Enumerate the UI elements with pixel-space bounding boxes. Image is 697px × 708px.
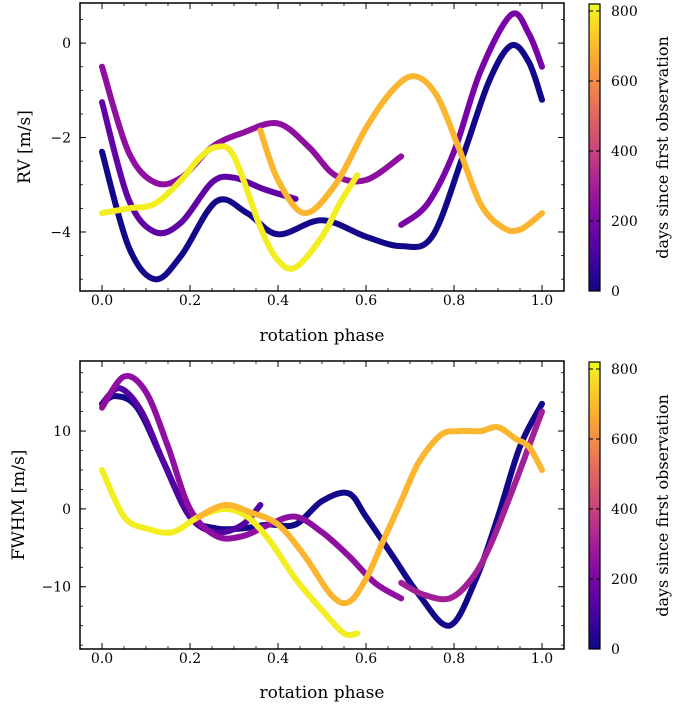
series-line-4 (99, 143, 361, 272)
x-tick-label: 1.0 (531, 651, 553, 667)
x-tick-label: 0.4 (267, 293, 289, 309)
series-line-4 (99, 467, 361, 639)
series-line-0 (99, 41, 545, 283)
series-line-1 (99, 99, 299, 237)
colorbar-tick-label: 0 (611, 284, 620, 300)
y-tick-label: −2 (50, 131, 71, 147)
colorbar (588, 3, 601, 292)
series-line-3 (398, 10, 545, 228)
y-axis-label: FWHM [m/s] (9, 450, 29, 561)
y-axis-label: RV [m/s] (15, 110, 35, 184)
x-tick-label: 0.0 (91, 651, 113, 667)
series-line-2 (99, 63, 405, 188)
x-axis-label: rotation phase (260, 683, 385, 703)
y-tick-label: 10 (53, 424, 71, 440)
colorbar-tick-label: 800 (611, 4, 638, 20)
colorbar-tick-label: 400 (611, 502, 638, 518)
series-group (99, 373, 545, 639)
x-tick-label: 0.8 (443, 651, 465, 667)
x-axis-label: rotation phase (260, 326, 385, 346)
y-tick-label: 0 (62, 36, 71, 52)
x-tick-label: 0.2 (179, 293, 201, 309)
series-line-2 (99, 373, 405, 602)
x-tick-label: 0.6 (355, 293, 377, 309)
colorbar (588, 361, 601, 650)
x-tick-label: 0.0 (91, 293, 113, 309)
panel-rv: 0.0 0.2 0.4 0.6 0.8 1.0 0 −2 −4 rotation phase RV … (15, 2, 672, 346)
colorbar-label: days since first observation (653, 394, 672, 617)
series-line-5 (257, 73, 545, 235)
y-tick-label: 0 (62, 502, 71, 518)
x-tick-label: 0.6 (355, 651, 377, 667)
series-line-3 (398, 408, 545, 603)
y-tick-label: −4 (50, 225, 71, 241)
x-tick-label: 1.0 (531, 293, 553, 309)
x-tick-label: 0.8 (443, 293, 465, 309)
x-tick-label: 0.4 (267, 651, 289, 667)
series-line-1 (99, 385, 264, 536)
colorbar-tick-label: 200 (611, 572, 638, 588)
colorbar-tick-label: 0 (611, 642, 620, 658)
colorbar-tick-label: 400 (611, 144, 638, 160)
y-tick-label: −10 (41, 580, 71, 596)
colorbar-tick-label: 600 (611, 74, 638, 90)
series-group (99, 10, 545, 283)
colorbar-label: days since first observation (653, 36, 672, 259)
colorbar-tick-label: 200 (611, 214, 638, 230)
x-tick-label: 0.2 (179, 651, 201, 667)
panel-fwhm: 0.0 0.2 0.4 0.6 0.8 1.0 10 0 −10 rotation phase FW… (9, 360, 672, 703)
colorbar-tick-label: 600 (611, 432, 638, 448)
colorbar-tick-label: 800 (611, 362, 638, 378)
series-line-5 (195, 423, 545, 607)
